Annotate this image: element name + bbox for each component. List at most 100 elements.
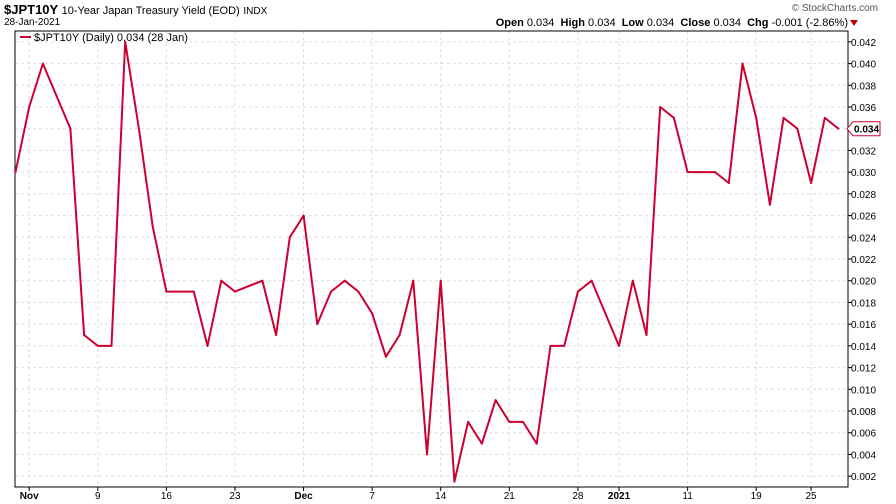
data-point (576, 290, 579, 293)
data-point (220, 279, 223, 282)
data-point (837, 127, 840, 130)
last-value-flag (846, 121, 881, 137)
data-point (151, 225, 154, 228)
data-point (618, 344, 621, 347)
data-point (480, 442, 483, 445)
gridlines (15, 31, 848, 487)
x-tick-label: 19 (751, 491, 763, 502)
high-label: High (560, 17, 585, 29)
data-point (124, 40, 127, 43)
data-point (302, 214, 305, 217)
data-point (645, 334, 648, 336)
y-tick-label: 0.008 (851, 407, 876, 418)
x-axis: Nov 9 16 23 Dec 7 14 21 28 2021 11 19 25 (20, 487, 817, 502)
ohlc-readout: Open 0.034 High 0.034 Low 0.034 Close 0.… (496, 17, 848, 29)
data-point (83, 334, 86, 336)
data-point (686, 171, 689, 174)
data-point (727, 182, 730, 184)
data-point (631, 279, 634, 282)
chg-label: Chg (747, 17, 769, 29)
x-tick-label: 11 (682, 491, 693, 502)
open-label: Open (495, 17, 524, 29)
data-point (110, 344, 113, 347)
data-point (604, 312, 607, 315)
data-point (55, 95, 58, 98)
y-tick-label: 0.006 (851, 429, 876, 440)
data-point (549, 344, 552, 347)
chg-value: -0.001 (-2.86%) (771, 17, 848, 29)
data-point (439, 279, 442, 282)
data-point (590, 279, 593, 282)
data-point (28, 106, 31, 108)
y-tick-label: 0.018 (851, 298, 876, 309)
data-point (412, 279, 415, 282)
data-point (233, 290, 236, 293)
y-tick-label: 0.036 (851, 103, 876, 114)
down-arrow-icon (850, 20, 858, 26)
data-point (371, 312, 374, 315)
legend: $JPT10Y (Daily) 0.034 (28 Jan) (20, 32, 188, 44)
x-tick-label: 7 (369, 491, 375, 502)
data-point (782, 116, 785, 119)
y-tick-label: 0.020 (851, 277, 876, 288)
x-tick-label: Nov (20, 491, 39, 502)
data-point (69, 127, 72, 130)
data-point (563, 344, 566, 347)
data-point (467, 420, 470, 423)
y-tick-label: 0.042 (851, 38, 876, 49)
y-tick-label: 0.028 (851, 190, 876, 201)
chart-title: $JPT10Y 10-Year Japan Treasury Yield (EO… (4, 2, 267, 17)
y-tick-label: 0.030 (851, 168, 876, 179)
y-tick-label: 0.002 (851, 472, 876, 483)
y-tick-label: 0.040 (851, 60, 876, 71)
data-point (137, 127, 140, 130)
low-label: Low (621, 17, 644, 29)
y-axis: 0.002 0.004 0.006 0.008 0.010 0.012 0.014 0.016… (848, 38, 876, 483)
data-point (247, 285, 250, 288)
data-point (329, 290, 332, 293)
high-value: 0.034 (588, 17, 616, 29)
symbol-description: 10-Year Japan Treasury Yield (EOD) (61, 5, 240, 17)
y-tick-label: 0.022 (851, 255, 876, 266)
series-line (14, 40, 840, 483)
x-tick-label: Dec (294, 491, 313, 502)
close-label: Close (680, 17, 711, 29)
y-tick-label: 0.012 (851, 364, 876, 375)
data-point (522, 420, 525, 423)
data-point (41, 62, 44, 65)
data-point (179, 290, 182, 293)
y-tick-label: 0.004 (851, 450, 876, 461)
y-tick-label: 0.010 (851, 385, 876, 396)
x-tick-label: 25 (806, 491, 818, 502)
last-value-marker: 0.034 (846, 121, 881, 137)
x-tick-label: 2021 (608, 491, 631, 502)
x-tick-label: 14 (435, 491, 447, 502)
series-layer (14, 40, 840, 483)
data-point (508, 420, 511, 423)
x-tick-label: 23 (229, 491, 241, 502)
data-point (700, 171, 703, 174)
data-point (796, 127, 799, 130)
data-point (288, 236, 291, 239)
data-point (453, 480, 456, 483)
legend-label: $JPT10Y (Daily) 0.034 (28 Jan) (34, 32, 188, 44)
data-point (206, 344, 209, 347)
data-point (741, 62, 744, 65)
data-point (426, 453, 428, 456)
data-point (398, 334, 401, 336)
y-tick-label: 0.038 (851, 81, 876, 92)
data-point (535, 442, 538, 445)
y-tick-label: 0.014 (851, 342, 876, 353)
open-value: 0.034 (526, 17, 555, 29)
y-tick-label: 0.026 (851, 212, 876, 223)
data-point (494, 399, 497, 402)
exchange: INDX (243, 6, 268, 17)
low-value: 0.034 (646, 17, 675, 29)
x-tick-label: 9 (95, 491, 101, 502)
data-point (659, 106, 662, 108)
last-value-label: 0.034 (854, 125, 879, 136)
data-point (275, 334, 278, 336)
x-tick-label: 28 (572, 491, 584, 502)
watermark: © StockCharts.com (791, 3, 878, 14)
